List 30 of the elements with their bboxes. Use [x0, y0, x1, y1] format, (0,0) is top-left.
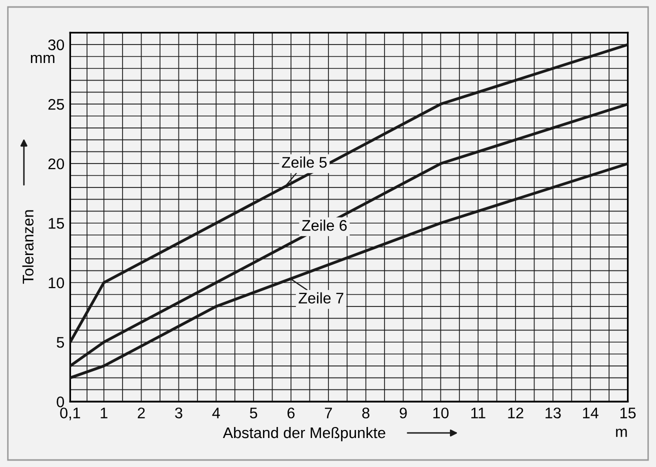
x-tick-label: 2	[138, 408, 145, 418]
text: mm	[30, 54, 54, 64]
y-axis-title: Toleranzen	[22, 210, 34, 284]
annotation: Zeile 7	[298, 292, 344, 304]
x-tick-label: 12	[508, 408, 524, 418]
x-tick-label: 4	[212, 408, 220, 418]
x-tick-label: 9	[400, 408, 407, 418]
y-tick-label: 25	[48, 98, 64, 110]
y-tick-label: 0	[56, 396, 64, 408]
y-tick-label: 5	[56, 337, 64, 348]
annotation: Zeile 6	[302, 220, 347, 231]
x-tick-label: 8	[362, 408, 370, 418]
y-tick-label: 20	[48, 158, 64, 170]
x-tick-label: 14	[583, 408, 598, 418]
x-tick-label: 7	[324, 408, 332, 418]
x-tick-label: 3	[175, 408, 182, 418]
y-tick-label: 30	[48, 39, 64, 50]
x-tick-label: 6	[288, 408, 295, 418]
x-tick-label: 5	[250, 408, 258, 418]
x-tick-label: 15	[620, 408, 636, 418]
y-tick-label: 10	[48, 277, 64, 288]
x-tick-label: 1	[100, 408, 108, 418]
y-tick-label: 15	[48, 218, 64, 229]
x-tick-label: 10	[433, 408, 449, 418]
annotation: Zeile 5	[282, 156, 327, 168]
x-tick-label: 0,1	[60, 408, 80, 420]
text: m	[616, 428, 627, 437]
x-tick-label: 13	[546, 408, 561, 418]
x-axis-title: Abstand der Meßpunkte	[222, 426, 386, 442]
x-tick-label: 11	[471, 408, 486, 418]
